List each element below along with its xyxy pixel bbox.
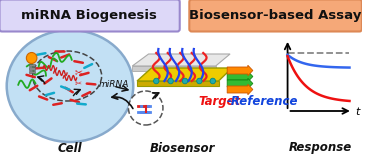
- Text: miRNA: miRNA: [99, 80, 129, 88]
- Bar: [29, 71, 36, 73]
- Text: ✂: ✂: [74, 67, 83, 77]
- Polygon shape: [137, 68, 232, 81]
- FancyBboxPatch shape: [0, 0, 180, 32]
- FancyBboxPatch shape: [227, 71, 253, 82]
- Text: Target: Target: [198, 94, 241, 108]
- Bar: [29, 64, 36, 66]
- Text: t: t: [356, 107, 360, 117]
- FancyBboxPatch shape: [227, 65, 253, 76]
- Text: -Reference: -Reference: [227, 94, 299, 108]
- Circle shape: [168, 78, 173, 84]
- Circle shape: [153, 78, 159, 84]
- Text: Response: Response: [288, 141, 352, 155]
- Circle shape: [197, 78, 202, 84]
- Text: Biosensor-based Assay: Biosensor-based Assay: [189, 9, 361, 22]
- Text: miRNA Biogenesis: miRNA Biogenesis: [21, 9, 157, 22]
- Polygon shape: [132, 54, 230, 66]
- Circle shape: [210, 78, 215, 84]
- FancyBboxPatch shape: [227, 84, 253, 95]
- Circle shape: [26, 52, 37, 64]
- Text: ✂: ✂: [75, 79, 82, 87]
- Polygon shape: [132, 66, 216, 71]
- Ellipse shape: [7, 30, 133, 142]
- Ellipse shape: [129, 91, 163, 125]
- Polygon shape: [137, 81, 218, 86]
- Bar: [29, 67, 36, 70]
- Circle shape: [182, 78, 188, 84]
- Text: Biosensor: Biosensor: [149, 141, 215, 155]
- FancyBboxPatch shape: [189, 0, 362, 32]
- Text: Cell: Cell: [58, 141, 82, 155]
- FancyBboxPatch shape: [227, 78, 253, 89]
